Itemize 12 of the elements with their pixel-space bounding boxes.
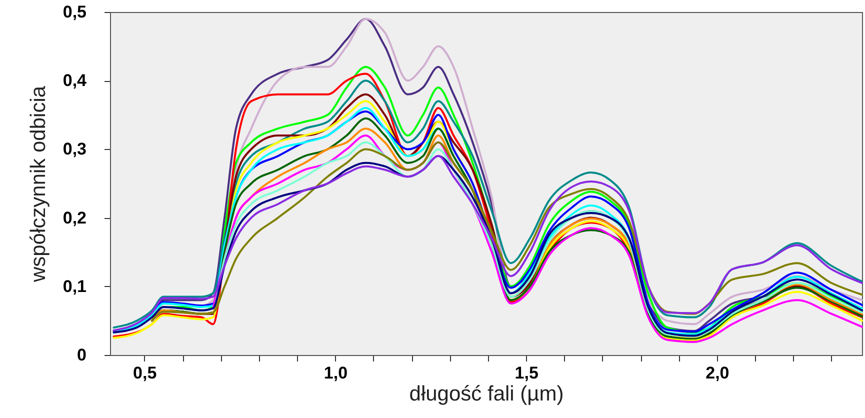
y-tick-label: 0,1 (62, 276, 86, 296)
x-tick-label: 0,5 (133, 364, 157, 382)
x-tick-label: 2,0 (706, 364, 730, 382)
y-tick-label: 0,3 (62, 140, 86, 159)
y-tick-label: 0,2 (62, 208, 86, 228)
x-tick-label: 1,0 (324, 364, 348, 382)
y-tick-label: 0 (77, 346, 86, 364)
x-tick-label: 1,5 (514, 364, 538, 382)
y-axis-title: współczynnik odbicia (26, 86, 50, 284)
x-axis-title: długość fali (µm) (409, 382, 564, 406)
y-tick-label: 0,5 (62, 2, 86, 22)
y-tick-label: 0,4 (62, 71, 88, 90)
